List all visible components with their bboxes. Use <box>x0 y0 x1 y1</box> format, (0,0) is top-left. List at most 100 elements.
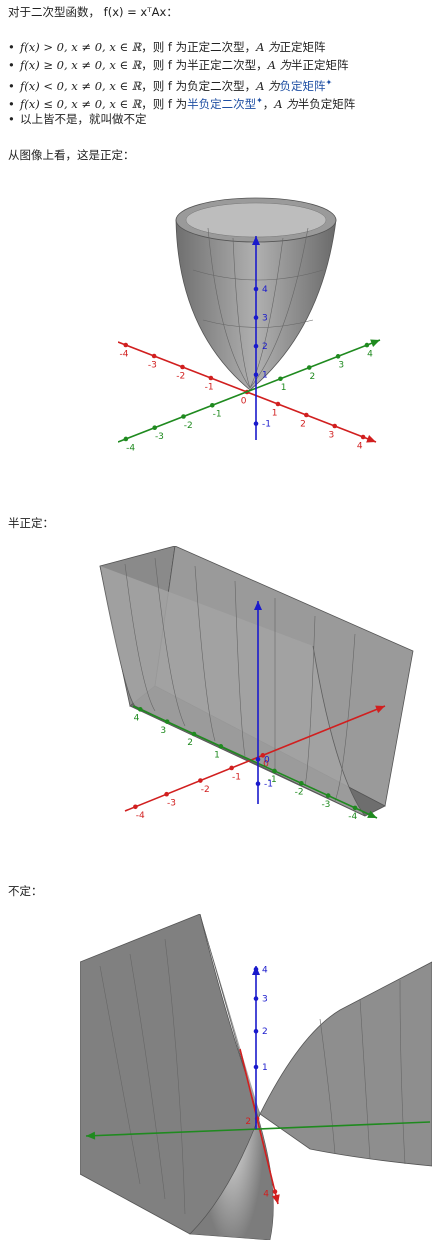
y-tick-label: -3 <box>155 432 164 442</box>
intro-line: 对于二次型函数， f(x) = xᵀAx： <box>8 5 178 19</box>
x-tick-dot <box>151 353 157 359</box>
condition: f(x) ≥ 0, x ≠ 0, x ∈ ℝ <box>20 58 142 72</box>
x-tick-label: 2 <box>245 1117 251 1127</box>
y-tick-dot <box>210 402 215 408</box>
matrix-type: 正定矩阵 <box>279 40 326 54</box>
saddle-surface <box>80 914 432 1240</box>
x-tick-dot <box>123 342 129 348</box>
list-item: • 以上皆不是，就叫做不定 <box>8 112 147 126</box>
matrix-type: 半正定矩阵 <box>291 58 349 72</box>
z-tick-dot <box>253 286 259 292</box>
matrix-type: 半负定矩阵 <box>297 96 356 111</box>
z-tick-label: 1 <box>262 371 268 381</box>
list-item: • f(x) ≥ 0, x ≠ 0, x ∈ ℝ，则 f 为半正定二次型，A 为半… <box>8 58 349 72</box>
x-tick-label: -1 <box>205 382 214 392</box>
z-tick-label: 2 <box>262 1027 268 1037</box>
list-item: • f(x) < 0, x ≠ 0, x ∈ ℝ，则 f 为负定二次型，A 为负定… <box>8 78 333 93</box>
y-tick-label: -4 <box>348 812 357 822</box>
form-type: 半正定二次型 <box>187 58 257 72</box>
y-arrow-icon <box>86 1131 96 1140</box>
x-tick-dot <box>260 753 266 758</box>
x-tick-label: -2 <box>201 785 210 795</box>
link-star-icon: ✦ <box>256 96 263 105</box>
x-tick-dot <box>208 375 214 381</box>
y-tick-dot <box>152 425 157 431</box>
z-tick-dot <box>253 315 259 320</box>
y-tick-label: -1 <box>268 775 277 785</box>
valley-surface <box>99 546 414 817</box>
y-tick-dot <box>306 365 312 370</box>
z-tick-dot <box>255 781 261 786</box>
y-tick-dot <box>352 805 358 811</box>
y-tick-dot <box>123 436 129 442</box>
x-tick-dot <box>275 401 281 407</box>
y-tick-label: -2 <box>295 787 304 797</box>
z-tick-dot <box>253 421 259 426</box>
condition: f(x) < 0, x ≠ 0, x ∈ ℝ <box>20 78 142 93</box>
x-tick-dot <box>229 765 234 771</box>
z-tick-dot <box>253 372 259 378</box>
caption-positive: 从图像上看，这是正定： <box>8 148 135 162</box>
y-tick-label: -2 <box>184 421 193 431</box>
x-tick-label: 0 <box>241 396 247 406</box>
z-tick-label: 0 <box>264 755 270 765</box>
z-tick-label: -1 <box>262 420 271 430</box>
y-tick-label: 1 <box>214 750 220 760</box>
z-tick-label: 4 <box>262 285 268 295</box>
definition-list: • f(x) > 0, x ≠ 0, x ∈ ℝ，则 f 为正定二次型，A 为正定… <box>8 38 355 128</box>
y-tick-label: 2 <box>310 372 316 382</box>
y-tick-dot <box>191 731 197 737</box>
matrix-type-link[interactable]: 负定矩阵 <box>279 78 326 93</box>
z-tick-label: 2 <box>262 342 268 352</box>
x-tick-label: -1 <box>232 772 241 782</box>
x-tick-label: 0 <box>263 760 269 770</box>
form-type: 正定二次型 <box>187 40 245 54</box>
y-tick-dot <box>325 793 331 798</box>
x-tick-dot <box>180 364 185 370</box>
x-tick-label: -4 <box>136 811 145 821</box>
x-tick-dot <box>198 778 203 783</box>
y-tick-label: 4 <box>134 714 140 724</box>
x-arrow-icon <box>375 705 385 714</box>
x-tick-dot <box>304 412 309 418</box>
form-type-link[interactable]: 半负定二次型 <box>187 96 257 111</box>
y-tick-label: -1 <box>213 410 222 420</box>
semidefinite-plot: -4 -3 -2 -1 0 4 3 2 1 -1 -2 -3 -4 -1 0 <box>99 546 414 822</box>
link-star-icon: ✦ <box>325 78 333 87</box>
y-axis-line <box>85 1121 431 1137</box>
y-tick-dot <box>272 768 277 774</box>
z-tick-dot <box>253 1028 259 1034</box>
z-tick-label: -1 <box>264 780 273 790</box>
list-item: • f(x) > 0, x ≠ 0, x ∈ ℝ，则 f 为正定二次型，A 为正定… <box>8 40 326 54</box>
z-tick-dot <box>253 343 259 349</box>
indefinite-plot: 2 4 1 2 3 4 <box>80 914 432 1240</box>
x-tick-dot <box>164 791 169 797</box>
x-arrow-icon <box>366 435 376 443</box>
x-tick-label: 1 <box>272 408 278 418</box>
x-tick-label: -3 <box>148 360 157 370</box>
x-tick-dot <box>133 804 138 810</box>
x-tick-label: -3 <box>167 799 176 809</box>
z-tick-label: 3 <box>262 995 268 1005</box>
caption-semidefinite: 半正定： <box>8 516 54 530</box>
z-tick-dot <box>253 1064 259 1070</box>
intro-text: 对于二次型函数， f(x) = xᵀAx： <box>8 4 178 20</box>
y-tick-label: -3 <box>321 800 330 810</box>
other-case: 以上皆不是，就叫做不定 <box>20 112 147 126</box>
y-tick-dot <box>299 780 304 786</box>
x-tick-dot <box>360 434 366 440</box>
y-tick-label: 1 <box>281 383 287 393</box>
y-arrow-icon <box>370 339 380 347</box>
y-tick-dot <box>218 744 224 749</box>
x-tick-dot <box>272 1189 278 1194</box>
z-tick-dot <box>255 757 261 762</box>
x-tick-label: -2 <box>176 371 185 381</box>
y-tick-label: 2 <box>187 738 193 748</box>
z-arrow-icon <box>254 601 262 610</box>
x-arrow-icon <box>271 1194 280 1204</box>
caption-indefinite: 不定： <box>8 884 43 898</box>
y-tick-label: 4 <box>367 349 373 359</box>
y-tick-label: 3 <box>160 726 166 736</box>
x-tick-label: 3 <box>328 430 334 440</box>
